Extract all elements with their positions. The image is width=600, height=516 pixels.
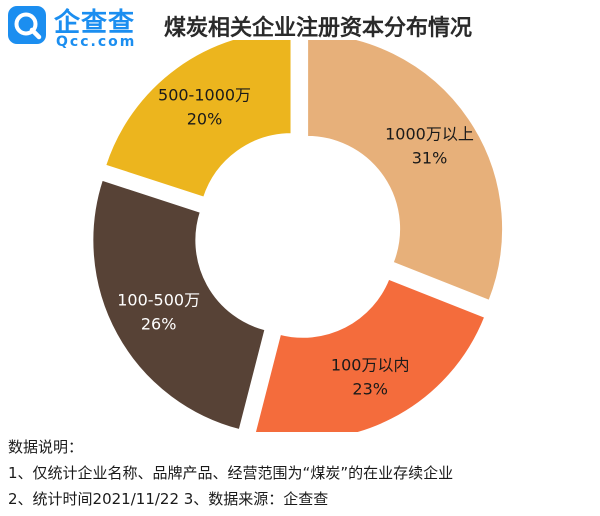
magnifier-q-icon xyxy=(8,6,46,44)
slice-category-label: 500-1000万 xyxy=(158,85,251,104)
notes-line-1: 1、仅统计企业名称、品牌产品、经营范围为“煤炭”的在业存续企业 xyxy=(8,464,454,482)
notes-heading: 数据说明： xyxy=(8,438,84,456)
slice-percent-label: 20% xyxy=(187,109,223,128)
slice-percent-label: 26% xyxy=(141,315,177,334)
slice-percent-label: 31% xyxy=(412,149,448,168)
slice-percent-label: 23% xyxy=(352,380,388,399)
donut-slice xyxy=(306,40,505,303)
notes-line-2: 2、统计时间2021/11/22 3、数据来源：企查查 xyxy=(8,490,329,508)
slice-category-label: 100-500万 xyxy=(117,291,200,310)
donut-slice xyxy=(91,178,267,432)
brand-domain: Qcc.com xyxy=(56,34,137,50)
data-notes: 数据说明： 1、仅统计企业名称、品牌产品、经营范围为“煤炭”的在业存续企业 2、… xyxy=(8,434,598,512)
chart-title: 煤炭相关企业注册资本分布情况 xyxy=(164,16,473,41)
donut-chart: 1000万以上 31% 100万以内 23% 100-500万 26% 500-1000万 2… xyxy=(91,40,505,432)
donut-slice xyxy=(103,40,293,199)
slice-category-label: 1000万以上 xyxy=(385,125,474,144)
donut-slice xyxy=(253,277,487,432)
header: 企查查 Qcc.com 煤炭相关企业注册资本分布情况 xyxy=(0,0,600,60)
slice-category-label: 100万以内 xyxy=(331,356,410,375)
brand-name: 企查查 xyxy=(54,8,136,38)
